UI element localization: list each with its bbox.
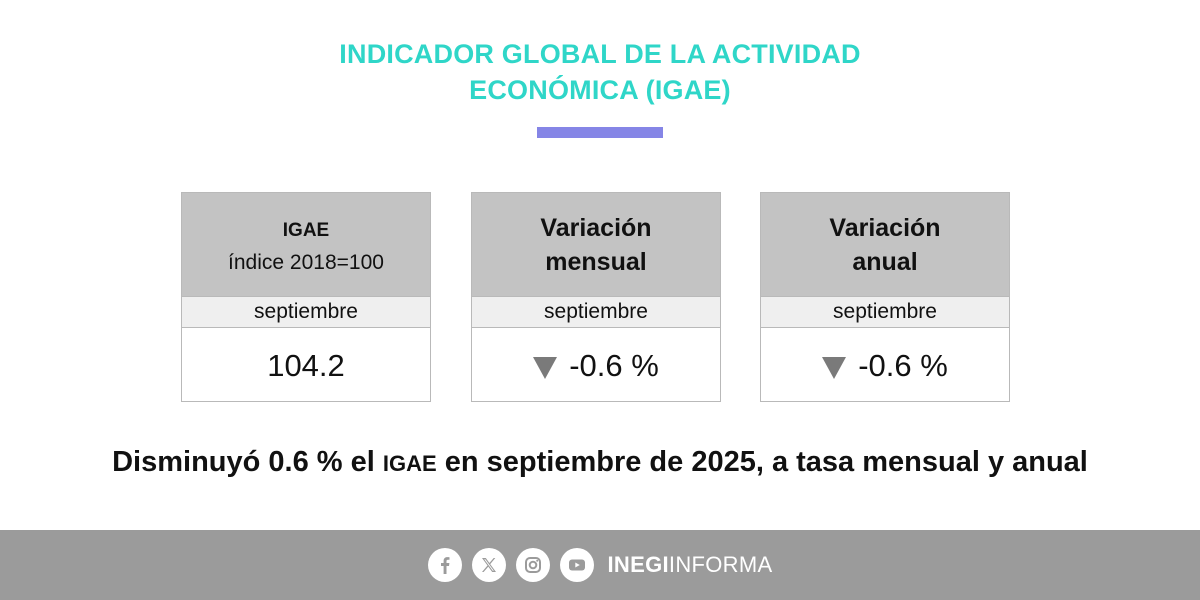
card-title-line-1: Variación <box>540 213 652 242</box>
monthly-variation-card: Variación mensual septiembre -0.6 % <box>471 192 721 402</box>
card-title-line-1: Variación <box>829 213 941 242</box>
card-value: -0.6 % <box>472 328 720 403</box>
footer: INEGIINFORMA <box>0 530 1200 600</box>
headline-part-1: Disminuyó 0.6 % el <box>112 446 383 478</box>
instagram-icon[interactable] <box>515 548 550 582</box>
card-subtitle: índice 2018=100 <box>228 250 384 274</box>
card-title: IGAE <box>282 219 330 241</box>
headline-part-2: IGAE <box>382 451 437 476</box>
headline-part-3: en septiembre de 2025, a tasa mensual y … <box>436 446 1088 478</box>
brand-bold: INEGI <box>607 552 669 577</box>
card-value: -0.6 % <box>761 328 1009 403</box>
page-title: INDICADOR GLOBAL DE LA ACTIVIDAD ECONÓMI… <box>0 36 1200 108</box>
card-value: 104.2 <box>182 328 430 403</box>
down-arrow-icon <box>822 356 847 379</box>
card-title-line-2: mensual <box>545 247 647 276</box>
card-value-text: -0.6 % <box>858 347 948 383</box>
card-value-text: 104.2 <box>267 347 345 383</box>
youtube-icon[interactable] <box>559 548 594 582</box>
card-header: IGAE índice 2018=100 <box>182 193 430 296</box>
page-title-line-2: ECONÓMICA (IGAE) <box>469 75 731 105</box>
card-title-line-2: anual <box>852 247 918 276</box>
card-header: Variación mensual <box>472 193 720 296</box>
card-period: septiembre <box>472 296 720 328</box>
card-value-text: -0.6 % <box>569 347 659 383</box>
card-period: septiembre <box>761 296 1009 328</box>
brand-wordmark: INEGIINFORMA <box>608 552 773 578</box>
page-title-line-1: INDICADOR GLOBAL DE LA ACTIVIDAD <box>339 39 861 69</box>
x-icon[interactable] <box>471 548 506 582</box>
card-header: Variación anual <box>761 193 1009 296</box>
card-period: septiembre <box>182 296 430 328</box>
headline: Disminuyó 0.6 % el IGAE en septiembre de… <box>0 446 1200 479</box>
brand-rest: INFORMA <box>668 552 773 577</box>
annual-variation-card: Variación anual septiembre -0.6 % <box>760 192 1010 402</box>
accent-divider <box>537 127 663 138</box>
facebook-icon[interactable] <box>427 548 462 582</box>
igae-index-card: IGAE índice 2018=100 septiembre 104.2 <box>181 192 431 402</box>
down-arrow-icon <box>533 356 558 379</box>
